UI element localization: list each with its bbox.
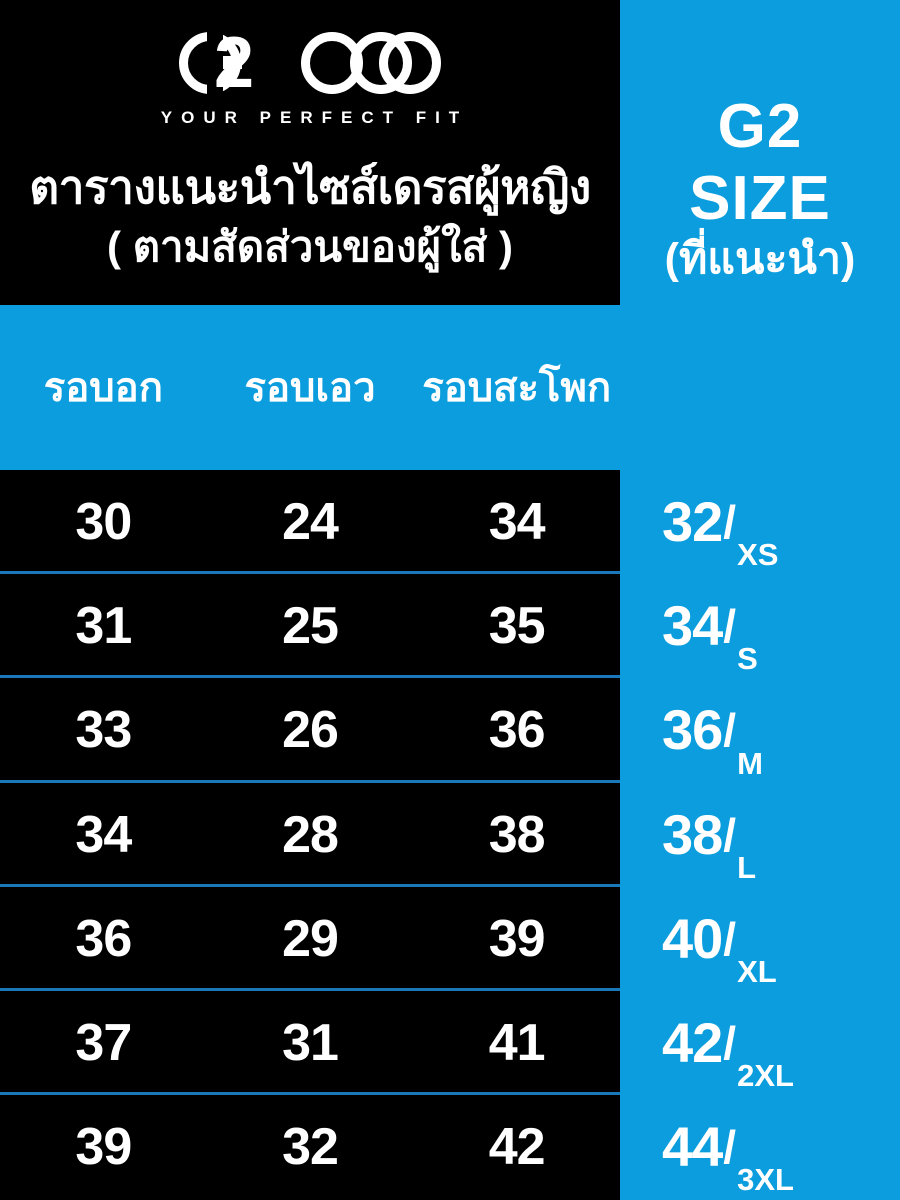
size-slash: / [723, 1121, 737, 1174]
row-separator [0, 675, 620, 679]
size-panel-line1: G2 [717, 92, 803, 161]
size-slash: / [723, 912, 737, 965]
cell-waist: 24 [282, 493, 339, 552]
cell-hip: 36 [488, 701, 546, 760]
cell-recommended-size: 42 / 2XL [620, 990, 900, 1096]
cell-waist: 28 [282, 805, 339, 864]
size-code: L [737, 849, 757, 885]
size-number: 40 [662, 906, 723, 970]
logo-digit-two: 2 [214, 23, 254, 103]
size-number: 34 [662, 594, 723, 658]
page-title: ตารางแนะนำไซส์เดรสผู้หญิง [29, 161, 591, 213]
logo-ring-o3-icon [379, 32, 441, 94]
cell-hip: 35 [488, 597, 546, 656]
row-separator [0, 883, 620, 887]
table-row: 37 31 41 42 / 2XL [0, 990, 900, 1096]
size-code: 2XL [737, 1058, 794, 1094]
cell-waist: 25 [282, 597, 339, 656]
recommended-size-heading: G2 SIZE (ที่แนะนำ) [620, 96, 900, 285]
cell-bust: 34 [75, 805, 132, 864]
cell-waist: 32 [282, 1118, 339, 1177]
header-block: 2 YOUR PERFECT FIT ตารางแนะนำไซส์เดรสผู้… [0, 0, 620, 305]
cell-hip: 39 [488, 909, 546, 968]
cell-hip: 34 [488, 493, 546, 552]
size-code: XL [737, 953, 777, 989]
size-slash: / [723, 808, 737, 861]
cell-recommended-size: 40 / XL [620, 886, 900, 991]
cell-waist: 29 [282, 909, 339, 968]
cell-recommended-size: 38 / L [620, 782, 900, 887]
page-subtitle: ( ตามสัดส่วนของผู้ใส่ ) [107, 223, 513, 270]
cell-hip: 42 [488, 1118, 546, 1177]
size-panel-line3: (ที่แนะนำ) [664, 235, 856, 284]
size-slash: / [723, 1017, 737, 1070]
cell-recommended-size: 44 / 3XL [620, 1095, 900, 1200]
brand-tagline: YOUR PERFECT FIT [160, 108, 469, 127]
size-code: 3XL [737, 1162, 794, 1198]
measurement-header-band: รอบอก รอบเอว รอบสะโพก [0, 305, 620, 470]
cell-recommended-size: 32 / XS [620, 470, 900, 575]
row-separator [0, 571, 620, 575]
logo-two-mask [207, 28, 223, 98]
column-header-bust: รอบอก [43, 365, 163, 410]
cell-waist: 26 [282, 701, 339, 760]
cell-bust: 39 [75, 1118, 132, 1177]
size-number: 32 [662, 490, 723, 554]
column-header-hip: รอบสะโพก [422, 365, 612, 410]
table-row: 34 28 38 38 / L [0, 782, 900, 887]
size-slash: / [723, 704, 737, 757]
table-row: 36 29 39 40 / XL [0, 886, 900, 991]
column-header-waist: รอบเอว [244, 365, 376, 410]
cell-bust: 37 [75, 1014, 132, 1073]
g2000-logo: 2 [0, 23, 620, 103]
size-slash: / [723, 600, 737, 653]
table-row: 30 24 34 32 / XS [0, 470, 900, 575]
size-number: 38 [662, 802, 723, 866]
cell-bust: 31 [75, 597, 132, 656]
size-number: 36 [662, 698, 723, 762]
cell-bust: 36 [75, 909, 132, 968]
size-slash: / [723, 496, 737, 549]
row-separator [0, 779, 620, 783]
cell-waist: 31 [282, 1014, 339, 1073]
cell-hip: 38 [488, 805, 546, 864]
size-code: S [737, 641, 758, 677]
size-table-body: 30 24 34 32 / XS 31 25 35 34 / S [0, 470, 900, 1200]
size-code: M [737, 745, 763, 781]
cell-recommended-size: 36 / M [620, 678, 900, 783]
table-row: 31 25 35 34 / S [0, 574, 900, 679]
size-number: 42 [662, 1011, 723, 1075]
table-row: 33 26 36 36 / M [0, 678, 900, 783]
cell-hip: 41 [488, 1014, 546, 1073]
cell-recommended-size: 34 / S [620, 574, 900, 679]
size-panel-line2: SIZE [689, 164, 831, 233]
size-number: 44 [662, 1115, 723, 1179]
table-row: 39 32 42 44 / 3XL [0, 1095, 900, 1200]
row-separator [0, 1092, 620, 1096]
cell-bust: 33 [75, 701, 132, 760]
row-separator [0, 987, 620, 991]
cell-bust: 30 [75, 493, 132, 552]
size-code: XS [737, 537, 779, 573]
